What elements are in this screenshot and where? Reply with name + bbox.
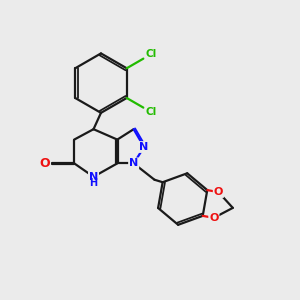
Text: Cl: Cl [146, 49, 157, 59]
Text: N: N [129, 158, 138, 168]
Text: O: O [214, 187, 223, 197]
Text: N: N [89, 172, 98, 182]
Text: Cl: Cl [146, 107, 157, 117]
Text: O: O [209, 213, 218, 223]
Text: N: N [140, 142, 149, 152]
Text: H: H [89, 178, 98, 188]
Text: O: O [39, 157, 50, 170]
